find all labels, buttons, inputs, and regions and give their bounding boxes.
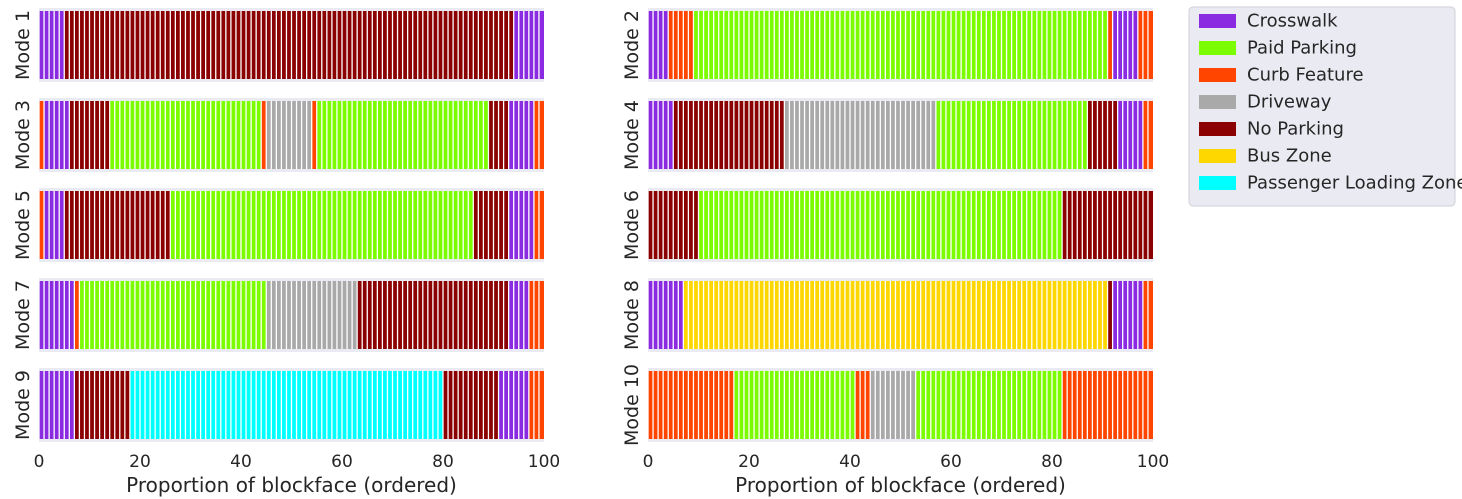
- mode-label: Mode 9: [12, 370, 34, 440]
- legend-label: Crosswalk: [1247, 11, 1338, 32]
- mode-panel: Mode 7: [12, 278, 544, 352]
- x-tick-label: 20: [129, 452, 151, 472]
- mode-panel: Mode 4: [621, 98, 1153, 172]
- mode-label: Mode 8: [621, 280, 643, 350]
- segment-bar: [261, 101, 267, 169]
- segment-bar: [74, 281, 80, 349]
- segment-bar: [39, 191, 45, 259]
- x-tick-label: 60: [940, 452, 962, 472]
- legend-swatch: [1199, 176, 1236, 190]
- legend-label: Driveway: [1247, 92, 1332, 113]
- x-tick-label: 60: [331, 452, 353, 472]
- segment-bar: [473, 191, 509, 259]
- x-tick-label: 0: [643, 452, 654, 472]
- mode-label: Mode 3: [12, 100, 34, 170]
- segment-bar: [648, 101, 674, 169]
- mode-panel: Mode 2: [621, 8, 1153, 82]
- segment-bar: [64, 191, 171, 259]
- segment-bar: [528, 371, 544, 439]
- segment-bar: [74, 371, 130, 439]
- segment-bar: [855, 371, 871, 439]
- mode-label: Mode 5: [12, 190, 34, 260]
- mode-panel: Mode 8: [621, 278, 1153, 352]
- segment-bar: [508, 101, 534, 169]
- segment-bar: [79, 281, 267, 349]
- legend-label: No Parking: [1247, 119, 1344, 140]
- segment-bar: [44, 101, 70, 169]
- segment-bar: [528, 281, 544, 349]
- segment-bar: [311, 101, 317, 169]
- legend-label: Curb Feature: [1247, 65, 1364, 86]
- segment-bar: [508, 191, 534, 259]
- legend-swatch: [1199, 41, 1236, 55]
- mode-label: Mode 4: [621, 100, 643, 170]
- legend-swatch: [1199, 95, 1236, 109]
- x-axis-title: Proportion of blockface (ordered): [735, 473, 1066, 497]
- mode-panel: Mode 6: [621, 188, 1153, 262]
- mode-panel: Mode 3: [12, 98, 544, 172]
- x-tick-label: 40: [230, 452, 252, 472]
- x-tick-label: 100: [1137, 452, 1169, 472]
- segment-bar: [39, 281, 75, 349]
- segment-bar: [1112, 11, 1138, 79]
- mode-label: Mode 1: [12, 10, 34, 80]
- legend-swatch: [1199, 122, 1236, 136]
- mode-label: Mode 2: [621, 10, 643, 80]
- legend-swatch: [1199, 149, 1236, 163]
- x-tick-label: 80: [432, 452, 454, 472]
- segment-bar: [64, 11, 514, 79]
- legend-swatch: [1199, 68, 1236, 82]
- x-tick-label: 40: [839, 452, 861, 472]
- segment-bar: [39, 101, 45, 169]
- segment-bar: [1107, 281, 1113, 349]
- x-tick-label: 0: [34, 452, 45, 472]
- segment-bar: [443, 371, 499, 439]
- mode-label: Mode 6: [621, 190, 643, 260]
- mode-panel: Mode 9: [12, 368, 544, 442]
- segment-bar: [668, 11, 694, 79]
- segment-bar: [648, 281, 684, 349]
- x-tick-label: 100: [528, 452, 560, 472]
- subplot-grid: Mode 1 Mode 2 Mode 3 Mode 4 Mode 5 Mode 6 Mode…: [12, 8, 1153, 446]
- mode-panel: Mode 1: [12, 8, 544, 82]
- segment-bar: [266, 101, 312, 169]
- mode-label: Mode 7: [12, 280, 34, 350]
- legend-label: Bus Zone: [1247, 146, 1332, 167]
- segment-bar: [1117, 101, 1143, 169]
- mode-label: Mode 10: [621, 364, 643, 446]
- segment-bar: [870, 371, 916, 439]
- legend-label: Paid Parking: [1247, 38, 1357, 59]
- mode-panel: Mode 10: [621, 364, 1153, 446]
- x-axes: 0 20 40 60 80 100 Proportion of blockface (ord…: [34, 452, 1170, 497]
- segment-bar: [39, 371, 75, 439]
- segment-bar: [915, 371, 1063, 439]
- segment-bar: [1137, 11, 1153, 79]
- mode-panel: Mode 5: [12, 188, 544, 262]
- segment-bar: [39, 11, 65, 79]
- legend-box: [1188, 6, 1456, 207]
- legend-swatch: [1199, 14, 1236, 28]
- legend-label: Passenger Loading Zone: [1247, 173, 1462, 194]
- x-tick-label: 80: [1041, 452, 1063, 472]
- segment-bar: [648, 371, 734, 439]
- x-axis-title: Proportion of blockface (ordered): [126, 473, 457, 497]
- x-tick-label: 20: [738, 452, 760, 472]
- segment-bar: [1107, 11, 1113, 79]
- legend: Crosswalk Paid Parking Curb Feature Drivewa…: [1188, 6, 1462, 207]
